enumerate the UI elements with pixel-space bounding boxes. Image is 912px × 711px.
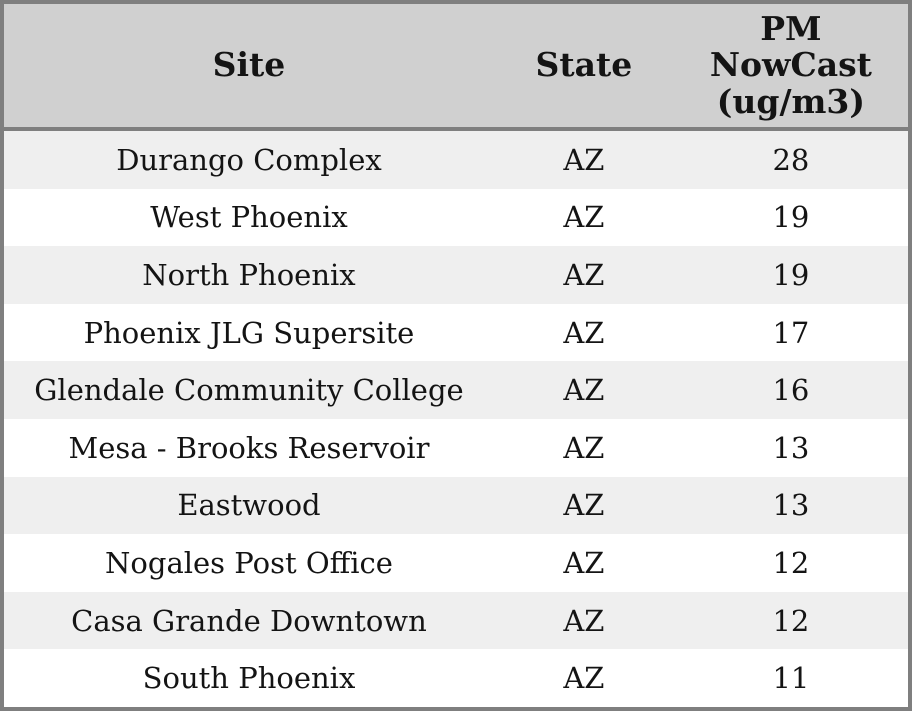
table-row: Nogales Post Office AZ 12 [4,534,908,592]
value-cell: 19 [772,200,810,235]
table-row: Glendale Community College AZ 16 [4,361,908,419]
state-cell: AZ [563,430,605,465]
state-cell: AZ [563,373,605,408]
table-header-row: Site State PM NowCast (ug/m3) [4,4,908,131]
state-cell: AZ [563,200,605,235]
state-cell: AZ [563,488,605,523]
site-cell: Glendale Community College [34,373,464,408]
table-body: Durango Complex AZ 28 West Phoenix AZ 19… [4,131,908,707]
site-cell: North Phoenix [142,257,356,292]
site-cell: South Phoenix [142,661,356,696]
column-header-pm-nowcast: PM NowCast (ug/m3) [709,9,872,121]
value-cell: 28 [772,142,810,177]
site-cell: Durango Complex [116,142,382,177]
state-cell: AZ [563,257,605,292]
site-cell: West Phoenix [150,200,348,235]
site-cell: Eastwood [177,488,321,523]
value-cell: 13 [772,430,810,465]
site-cell: Casa Grande Downtown [71,603,427,638]
table-row: Casa Grande Downtown AZ 12 [4,591,908,650]
value-cell: 11 [772,661,810,696]
value-cell: 19 [772,257,810,292]
site-cell: Phoenix JLG Supersite [83,315,415,350]
value-cell: 16 [772,373,810,408]
column-header-state: State [535,45,633,85]
state-cell: AZ [563,545,605,580]
table-row: Durango Complex AZ 28 [4,131,908,189]
table-row: Phoenix JLG Supersite AZ 17 [4,303,908,362]
value-cell: 12 [772,545,810,580]
state-cell: AZ [563,315,605,350]
table-row: West Phoenix AZ 19 [4,188,908,247]
site-cell: Mesa - Brooks Reservoir [68,430,430,465]
state-cell: AZ [563,603,605,638]
state-cell: AZ [563,142,605,177]
site-cell: Nogales Post Office [105,545,393,580]
value-cell: 13 [772,488,810,523]
column-header-site: Site [212,45,286,85]
table-row: North Phoenix AZ 19 [4,246,908,304]
table-row: Mesa - Brooks Reservoir AZ 13 [4,418,908,477]
state-cell: AZ [563,661,605,696]
table-row: Eastwood AZ 13 [4,476,908,535]
table-row: South Phoenix AZ 11 [4,649,908,707]
value-cell: 17 [772,315,810,350]
value-cell: 12 [772,603,810,638]
